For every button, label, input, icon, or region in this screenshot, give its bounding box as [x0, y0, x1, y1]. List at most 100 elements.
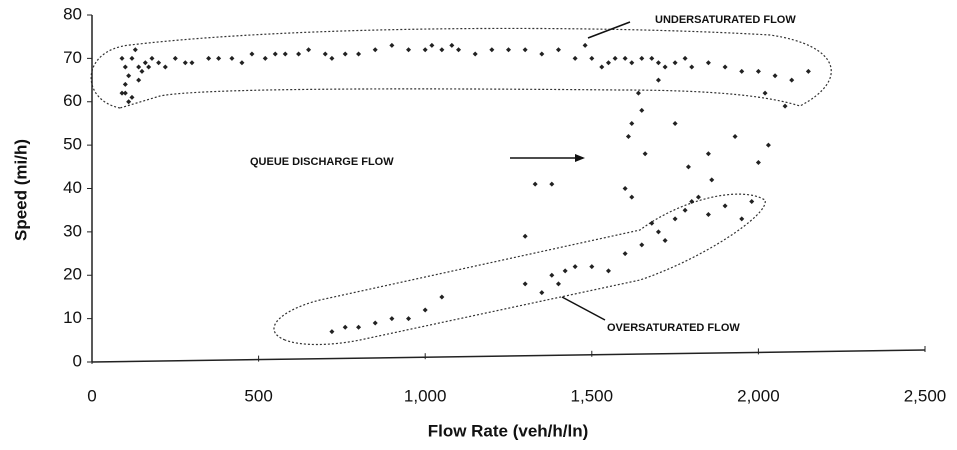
point [342, 51, 348, 57]
point [705, 151, 711, 157]
point [539, 51, 545, 57]
x-tick-label: 2,000 [737, 386, 780, 405]
x-tick-label: 0 [87, 386, 96, 405]
point [216, 55, 222, 61]
point [755, 68, 761, 74]
point [129, 55, 135, 61]
point [582, 42, 588, 48]
point [562, 268, 568, 274]
point [539, 290, 545, 296]
point [612, 55, 618, 61]
point [422, 47, 428, 53]
point [649, 220, 655, 226]
point [522, 47, 528, 53]
point [389, 42, 395, 48]
point [672, 60, 678, 66]
point [522, 233, 528, 239]
point [389, 316, 395, 322]
arrow [587, 21, 631, 39]
point [572, 264, 578, 270]
point [629, 194, 635, 200]
point [272, 51, 278, 57]
point [296, 51, 302, 57]
x-tick-label: 500 [244, 386, 272, 405]
annotation: OVERSATURATED FLOW [607, 322, 740, 334]
point [162, 64, 168, 70]
point [642, 151, 648, 157]
point [122, 90, 128, 96]
y-tick-label: 40 [63, 178, 82, 197]
point [489, 47, 495, 53]
point [306, 47, 312, 53]
point [122, 64, 128, 70]
point [739, 216, 745, 222]
point [689, 199, 695, 205]
point [655, 60, 661, 66]
point [322, 51, 328, 57]
point [589, 55, 595, 61]
point [132, 47, 138, 53]
point [762, 90, 768, 96]
point [149, 55, 155, 61]
point [429, 42, 435, 48]
point [555, 47, 561, 53]
point [789, 77, 795, 83]
arrow-head [575, 154, 585, 162]
point [139, 68, 145, 74]
point [122, 81, 128, 87]
point [685, 164, 691, 170]
point [732, 133, 738, 139]
point [682, 55, 688, 61]
x-axis-title: Flow Rate (veh/h/ln) [428, 421, 589, 440]
point [749, 199, 755, 205]
point [282, 51, 288, 57]
point [356, 51, 362, 57]
point [629, 60, 635, 66]
point [449, 42, 455, 48]
point [456, 47, 462, 53]
point [549, 181, 555, 187]
point [639, 242, 645, 248]
point [506, 47, 511, 53]
point [249, 51, 255, 57]
point [439, 47, 445, 53]
point [625, 133, 631, 139]
point [739, 68, 745, 74]
point [622, 186, 628, 191]
point [622, 251, 628, 257]
point [439, 294, 445, 300]
point [705, 60, 711, 66]
point [329, 55, 335, 61]
point [635, 90, 641, 96]
point [549, 272, 555, 278]
point [605, 60, 611, 66]
point [705, 212, 711, 218]
point [239, 60, 245, 66]
point [372, 47, 378, 53]
point [422, 307, 428, 313]
x-tick-label: 2,500 [904, 386, 947, 405]
y-tick-label: 70 [63, 48, 82, 67]
point [142, 60, 148, 66]
point [555, 281, 561, 287]
point [342, 324, 348, 330]
point [605, 268, 611, 274]
point [682, 207, 688, 213]
point [356, 324, 362, 330]
point [119, 90, 125, 96]
point [329, 329, 335, 335]
point [172, 55, 178, 61]
annotation: UNDERSATURATED FLOW [655, 14, 796, 26]
point [772, 73, 778, 79]
point [629, 120, 635, 126]
y-axis-title: Speed (mi/h) [11, 139, 30, 241]
point [119, 55, 125, 61]
point [229, 55, 235, 61]
point [472, 51, 478, 57]
point [126, 73, 132, 79]
point [406, 47, 412, 53]
point [136, 77, 142, 83]
point [695, 194, 701, 200]
y-tick-label: 60 [63, 91, 82, 110]
